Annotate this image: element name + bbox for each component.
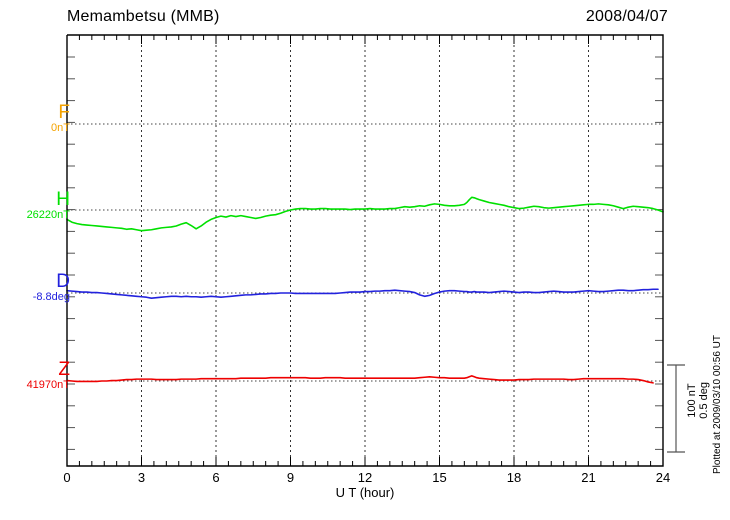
component-letter-f: F (58, 102, 70, 123)
component-letter-d: D (56, 271, 70, 292)
x-tick-label-24: 24 (655, 470, 671, 485)
component-label-h: H 26220nT (0, 190, 70, 221)
baseline-layer (67, 123, 663, 382)
component-baseline-z: 41970nT (26, 379, 70, 391)
grid-layer (141, 35, 589, 466)
scale-bar (667, 364, 685, 453)
x-tick-label-15: 15 (432, 470, 447, 485)
x-tick-label-12: 12 (357, 470, 373, 485)
component-letter-z: Z (58, 359, 70, 380)
component-baseline-h: 26220nT (26, 209, 70, 221)
x-tick-label-3: 3 (137, 470, 146, 485)
component-letter-h: H (56, 189, 70, 210)
scale-bar-caption: 100 nT 0.5 deg (686, 382, 710, 419)
x-tick-label-0: 0 (63, 470, 71, 485)
component-label-f: F 0nT (8, 103, 70, 134)
x-tick-label-9: 9 (286, 470, 295, 485)
tick-marks-layer (66, 35, 664, 466)
plotted-timestamp: Plotted at 2009/03/10 00:56 UT (712, 335, 723, 474)
x-tick-label-18: 18 (506, 470, 522, 485)
component-baseline-d: -8.8deg (32, 291, 70, 303)
component-label-z: Z 41970nT (0, 360, 70, 391)
observation-date: 2008/04/07 (585, 8, 668, 25)
component-label-d: D -8.8deg (0, 272, 70, 303)
x-tick-label-21: 21 (581, 470, 596, 485)
scale-bar-line2: 0.5 deg (698, 382, 710, 419)
x-tick-label-6: 6 (212, 470, 220, 485)
component-baseline-f: 0nT (51, 122, 70, 134)
page-title: Memambetsu (MMB) (67, 8, 220, 25)
plot-frame (66, 34, 664, 467)
scale-bar-line1: 100 nT (686, 383, 698, 418)
traces-layer (66, 196, 664, 384)
x-axis-title: U T (hour) (335, 485, 395, 500)
